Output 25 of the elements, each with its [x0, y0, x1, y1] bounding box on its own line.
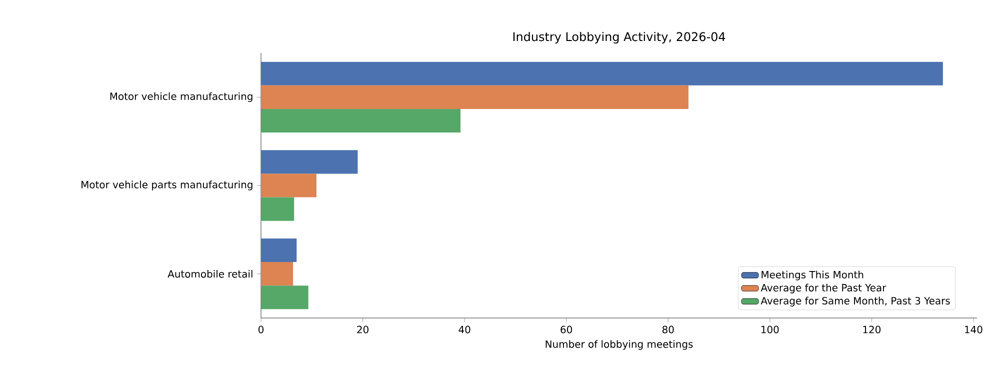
- bar: [261, 108, 460, 132]
- bar: [261, 85, 688, 109]
- bar: [261, 238, 297, 262]
- x-tick-label: 80: [662, 326, 674, 334]
- y-tick-label: Automobile retail: [168, 270, 252, 278]
- x-tick-label: 0: [258, 326, 264, 334]
- bar: [261, 150, 358, 174]
- x-tick-label: 20: [357, 326, 368, 334]
- y-tick-label: Motor vehicle parts manufacturing: [82, 180, 252, 190]
- bar: [261, 174, 316, 198]
- x-tick-label: 120: [863, 326, 881, 334]
- x-tick-label: 140: [965, 326, 982, 334]
- bar: [261, 197, 294, 221]
- y-tick-label: Motor vehicle manufacturing: [110, 92, 252, 102]
- x-axis-title: Number of lobbying meetings: [546, 340, 693, 350]
- bar: [261, 62, 943, 86]
- legend-label: Average for the Past Year: [760, 284, 886, 294]
- x-tick-label: 100: [761, 326, 779, 334]
- bar: [261, 286, 308, 310]
- x-tick-label: 60: [560, 326, 572, 334]
- chart-title: Industry Lobbying Activity, 2026-04: [513, 32, 726, 44]
- bar: [261, 262, 294, 286]
- x-tick-label: 40: [458, 326, 470, 334]
- legend-label: Average for Same Month, Past 3 Years: [760, 296, 950, 306]
- legend-label: Meetings This Month: [762, 270, 864, 280]
